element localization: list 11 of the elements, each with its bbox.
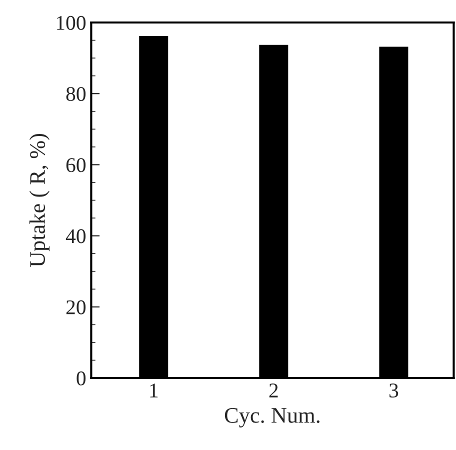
y-tick-label: 100 — [56, 16, 86, 30]
y-axis-title: Uptake ( R, %) — [29, 134, 50, 268]
y-tick-label: 40 — [66, 229, 86, 244]
y-tick-label: 80 — [66, 86, 86, 102]
y-tick-label: 60 — [66, 158, 86, 172]
y-tick-label: 20 — [66, 300, 86, 314]
x-tick-label: 2 — [269, 384, 278, 398]
x-axis-title: Cyc. Num. — [224, 408, 320, 428]
y-tick-label: 0 — [76, 371, 86, 386]
x-tick-label: 1 — [150, 384, 158, 398]
x-tick-label: 3 — [389, 384, 398, 398]
